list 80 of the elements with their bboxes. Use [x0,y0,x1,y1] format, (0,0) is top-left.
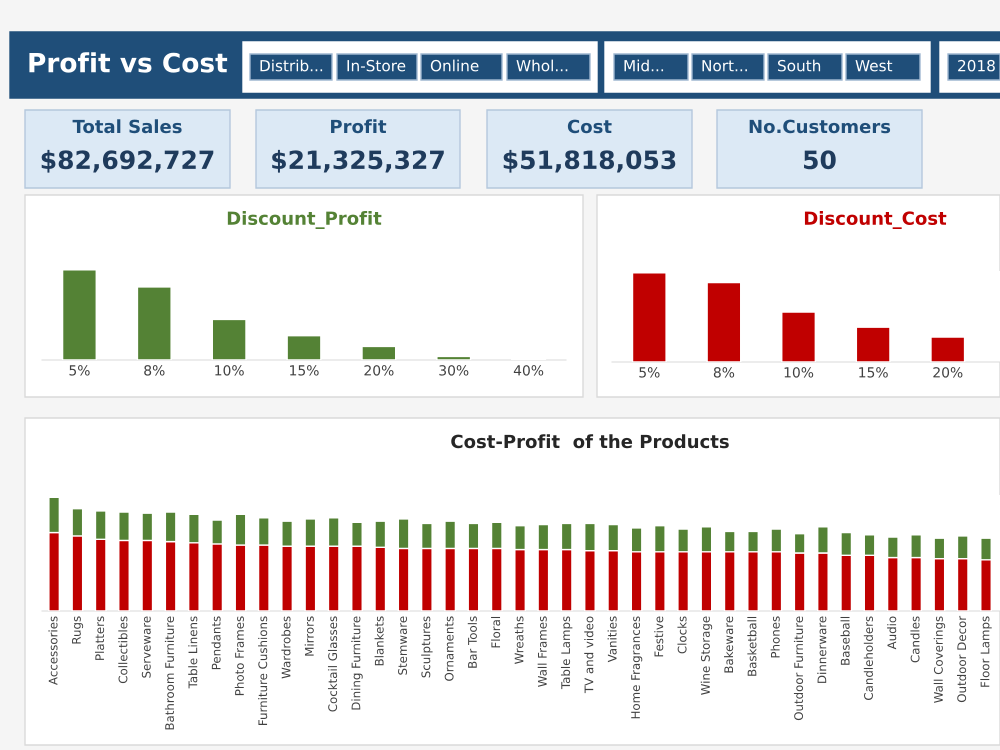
x-tick-label: Phones [770,616,780,658]
text: Profit [331,119,386,134]
x-tick-label: 20% [933,367,962,378]
x-tick-label: 8% [144,365,165,376]
x-tick-label: Outdoor Decor [957,616,966,702]
bar [62,269,97,360]
bar [136,286,172,360]
text: $21,325,327 [272,150,444,173]
x-tick-label: Home Fragrances [631,616,642,718]
x-tick-label: Collectibles [118,616,128,684]
text: No.Customers [750,120,890,134]
x-tick-label: 40% [514,365,544,376]
bar [361,346,396,360]
x-tick-label: Platters [94,616,104,660]
x-tick-label: Wall Frames [538,616,547,687]
x-tick-label: 10% [784,367,814,378]
text: $82,692,727 [42,150,214,173]
x-tick-label: 5% [69,365,90,376]
x-tick-label: Wardrobes [281,616,291,678]
x-tick-label: Bakeware [724,616,734,672]
x-tick-label: 8% [714,367,734,378]
text: In-Store [348,60,406,72]
text: Distrib... [260,60,322,72]
x-tick-label: Mirrors [304,616,314,656]
text: Total Sales [72,119,182,134]
x-tick-label: Floral [491,616,500,648]
x-tick-label: Table Linens [188,616,198,688]
x-tick-label: Cocktail Glasses [328,616,338,712]
x-tick-label: Photo Frames [234,616,244,696]
x-tick-label: Wall Coverings [934,616,946,703]
x-tick-label: 20% [364,365,394,376]
x-tick-label: Vanities [608,616,617,662]
x-tick-label: Baseball [840,616,850,665]
text: Profit vs Cost [29,52,228,73]
x-tick-label: Ornaments [444,616,454,681]
text: Whol... [516,60,568,72]
x-tick-label: 15% [290,365,319,376]
x-tick-label: Stemware [398,616,408,675]
x-tick-label: Bathroom Furniture [164,616,174,730]
text: West [856,60,892,72]
x-tick-label: Floor Lamps [980,616,992,687]
text: 2018 [958,60,995,72]
text: Cost [568,120,612,134]
x-tick-label: 30% [439,365,468,376]
bar [212,318,247,360]
x-tick-label: 5% [639,367,660,378]
x-tick-label: Bar Tools [468,616,477,668]
x-tick-label: Outdoor Furniture [794,616,804,720]
bar [436,356,472,360]
x-tick-label: Candleholders [864,616,873,700]
x-tick-label: Audio [887,616,896,650]
x-tick-label: Festive [654,616,664,656]
x-tick-label: Rugs [72,616,84,644]
x-tick-label: TV and video [584,616,594,694]
chart-title: Discount_Cost [804,211,946,229]
x-tick-label: Blankets [374,616,384,666]
x-tick-label: Table Lamps [560,616,572,690]
x-tick-label: Wreaths [514,616,524,664]
chart-title: Discount_Profit [228,211,382,229]
text: 50 [804,150,836,170]
chart-title: Cost-Profit of the Products [451,434,729,448]
bar [286,334,322,360]
text: Mid... [624,60,664,72]
x-tick-label: Dinnerware [817,616,826,683]
x-tick-label: Accessories [48,616,58,685]
x-tick-label: Pendants [211,616,221,670]
text: Online [430,60,478,72]
x-tick-label: Dining Furniture [351,616,363,710]
x-tick-label: Clocks [677,616,687,654]
x-tick-label: Basketball [747,616,756,676]
text: $51,818,053 [504,150,676,173]
x-tick-label: Furniture Cushions [258,616,268,725]
x-tick-label: Sculptures [421,616,433,678]
x-tick-label: Candles [910,616,920,662]
x-tick-label: Wine Storage [700,616,712,695]
x-tick-label: 10% [215,365,244,376]
x-tick-label: Serveware [142,616,151,678]
x-tick-label: 15% [859,367,888,378]
text: South [778,60,820,72]
text: Nort... [702,60,747,72]
